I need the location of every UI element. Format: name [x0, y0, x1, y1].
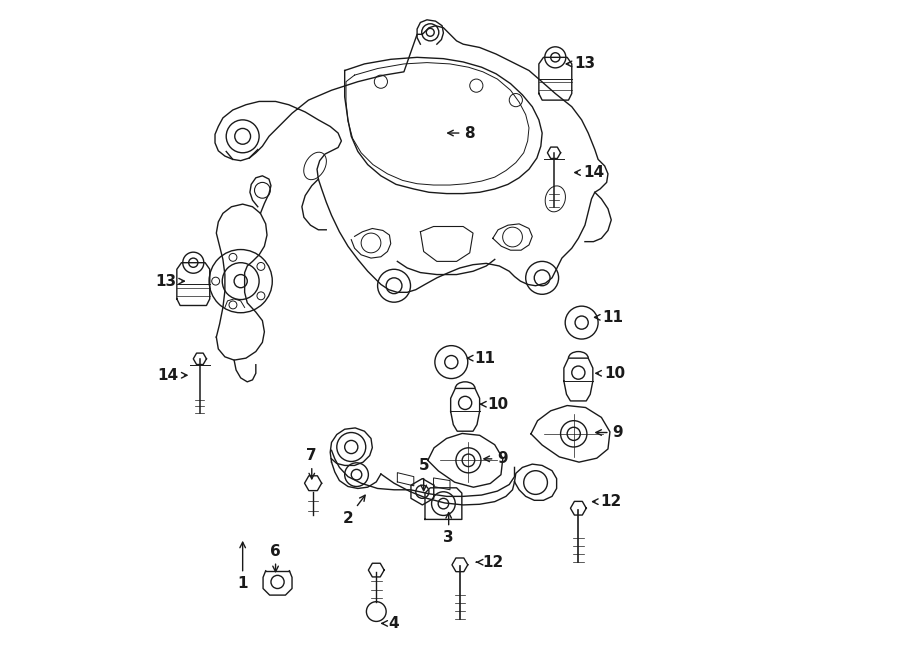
- Text: 13: 13: [566, 56, 596, 71]
- Text: 14: 14: [575, 165, 604, 180]
- Text: 11: 11: [595, 310, 624, 325]
- Text: 11: 11: [467, 350, 495, 366]
- Text: 12: 12: [592, 494, 622, 509]
- Text: 10: 10: [481, 397, 508, 412]
- Text: 4: 4: [382, 616, 400, 631]
- Text: 13: 13: [155, 274, 184, 289]
- Text: 10: 10: [596, 366, 626, 381]
- Text: 6: 6: [270, 543, 281, 572]
- Text: 1: 1: [238, 542, 248, 592]
- Text: 7: 7: [307, 448, 317, 479]
- Text: 8: 8: [447, 126, 475, 141]
- Text: 2: 2: [343, 495, 365, 525]
- Text: 5: 5: [418, 458, 429, 490]
- Text: 14: 14: [158, 368, 187, 383]
- Text: 3: 3: [444, 512, 454, 545]
- Text: 12: 12: [476, 555, 503, 570]
- Text: 9: 9: [484, 451, 508, 467]
- Text: 9: 9: [596, 425, 623, 440]
